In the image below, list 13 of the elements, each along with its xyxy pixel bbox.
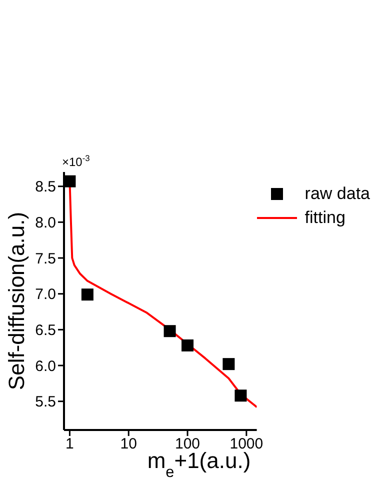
y-tick-label: 8.5 — [35, 178, 56, 196]
y-tick-label: 6.5 — [35, 322, 56, 339]
x-tick-label: 10 — [120, 436, 137, 453]
y-tick-label: 8.0 — [35, 214, 56, 232]
legend-label: raw data — [304, 183, 370, 205]
y-tick-label: 7.5 — [35, 250, 56, 268]
x-tick-label: 1 — [66, 436, 74, 453]
y-tick-label: 5.5 — [35, 394, 56, 411]
y-tick-label: 7.0 — [35, 286, 56, 304]
legend-label: fitting — [304, 207, 346, 229]
y-axis-title: Self-diffusion(a.u.) — [4, 212, 29, 390]
text: ×10$^{-3}$ — [62, 153, 90, 169]
y-tick-label: 6.0 — [35, 358, 56, 375]
